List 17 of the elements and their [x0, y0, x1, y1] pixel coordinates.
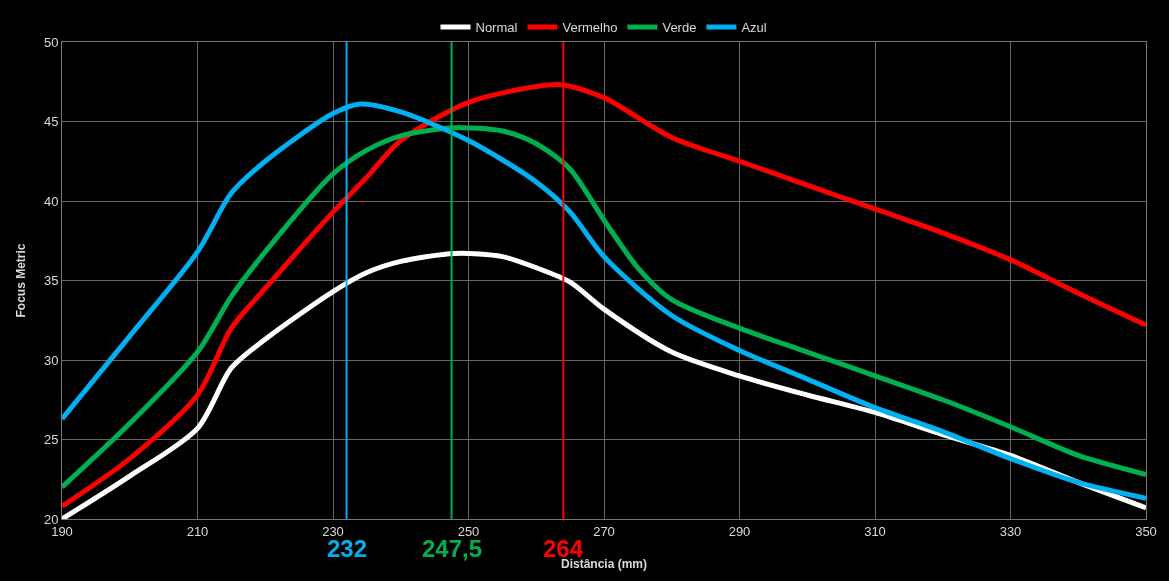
legend-label: Vermelho: [562, 20, 618, 36]
x-tick-label: 210: [186, 523, 209, 539]
y-axis-title: Focus Metric: [14, 243, 29, 318]
y-tick-label: 25: [43, 432, 59, 448]
legend-label: Normal: [475, 20, 518, 36]
x-tick-label: 330: [999, 523, 1022, 539]
y-tick-label: 50: [43, 34, 59, 50]
x-tick-label: 350: [1135, 523, 1157, 539]
y-tick-label: 45: [43, 114, 59, 130]
legend-label: Verde: [662, 20, 697, 36]
y-tick-label: 30: [43, 352, 59, 368]
x-tick-label: 310: [864, 523, 886, 539]
legend-label: Azul: [741, 20, 767, 36]
x-tick-label: 290: [728, 523, 751, 539]
y-tick-label: 40: [43, 193, 59, 209]
y-tick-label: 35: [43, 273, 59, 289]
x-tick-label: 270: [593, 523, 615, 539]
